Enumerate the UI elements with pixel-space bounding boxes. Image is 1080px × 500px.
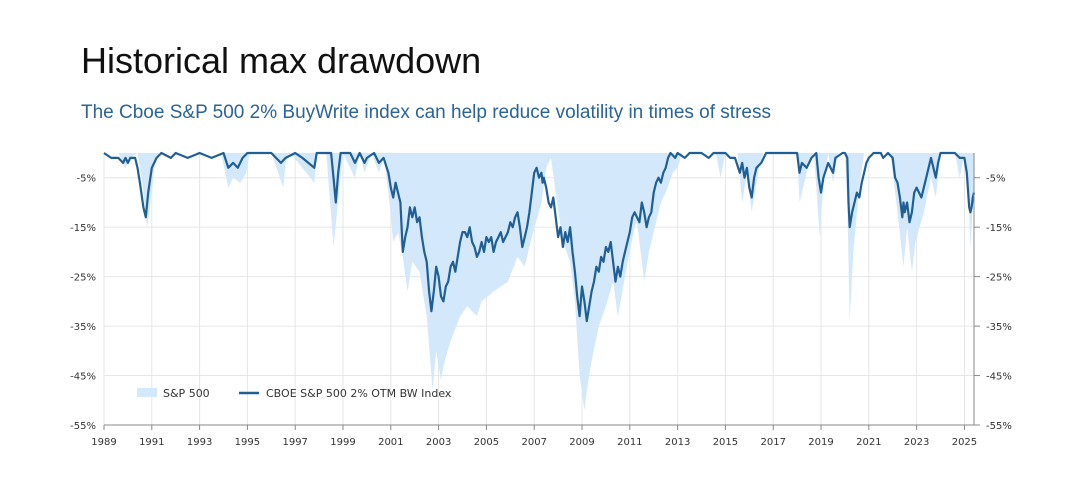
chart-subtitle: The Cboe S&P 500 2% BuyWrite index can h… [81,102,771,123]
x-tick-label: 2015 [713,437,738,448]
sp500-area [104,153,974,411]
x-tick-label: 1999 [330,437,355,448]
area-layer [104,153,974,411]
x-tick-label: 2019 [808,437,833,448]
x-tick-label: 2003 [426,437,451,448]
y-tick-label-left: -55% [70,421,96,432]
y-tick-label-left: -45% [70,372,96,383]
y-tick-label-right: -45% [986,372,1012,383]
bw-index-line [103,151,976,323]
y-tick-label-left: -15% [70,223,96,234]
y-tick-label-right: -35% [986,322,1012,333]
line-layer [103,151,976,323]
x-tick-label: 2025 [952,437,977,448]
x-tick-label: 2023 [904,437,929,448]
x-tick-label: 2021 [856,437,881,448]
y-tick-label-right: -5% [986,174,1005,185]
x-tick-label: 1995 [235,437,260,448]
x-tick-label: 2001 [378,437,403,448]
y-tick-label-right: -25% [986,273,1012,284]
chart-title: Historical max drawdown [81,40,482,81]
x-tick-label: 1991 [139,437,164,448]
x-tick-label: 2009 [569,437,594,448]
x-tick-label: 1993 [187,437,212,448]
y-tick-label-right: -15% [986,223,1012,234]
x-tick-label: 2005 [474,437,499,448]
y-tick-label-left: -25% [70,273,96,284]
x-tick-label: 1997 [282,437,307,448]
x-tick-label: 1989 [91,437,116,448]
x-tick-label: 2007 [521,437,546,448]
y-tick-label-right: -55% [986,421,1012,432]
x-tick-label: 2017 [761,437,786,448]
legend-swatch-sp500 [137,388,157,397]
y-tick-label-left: -5% [77,174,96,185]
legend-label-bw: CBOE S&P 500 2% OTM BW Index [266,387,452,400]
y-tick-label-left: -35% [70,322,96,333]
legend-label-sp500: S&P 500 [163,387,210,400]
legend: S&P 500 CBOE S&P 500 2% OTM BW Index [137,387,452,400]
x-tick-label: 2013 [665,437,690,448]
axis-layer: -5% -5% -15% -15% -25% -25% -35% -35% -45% -45% -5… [70,153,1012,448]
x-tick-label: 2011 [617,437,642,448]
